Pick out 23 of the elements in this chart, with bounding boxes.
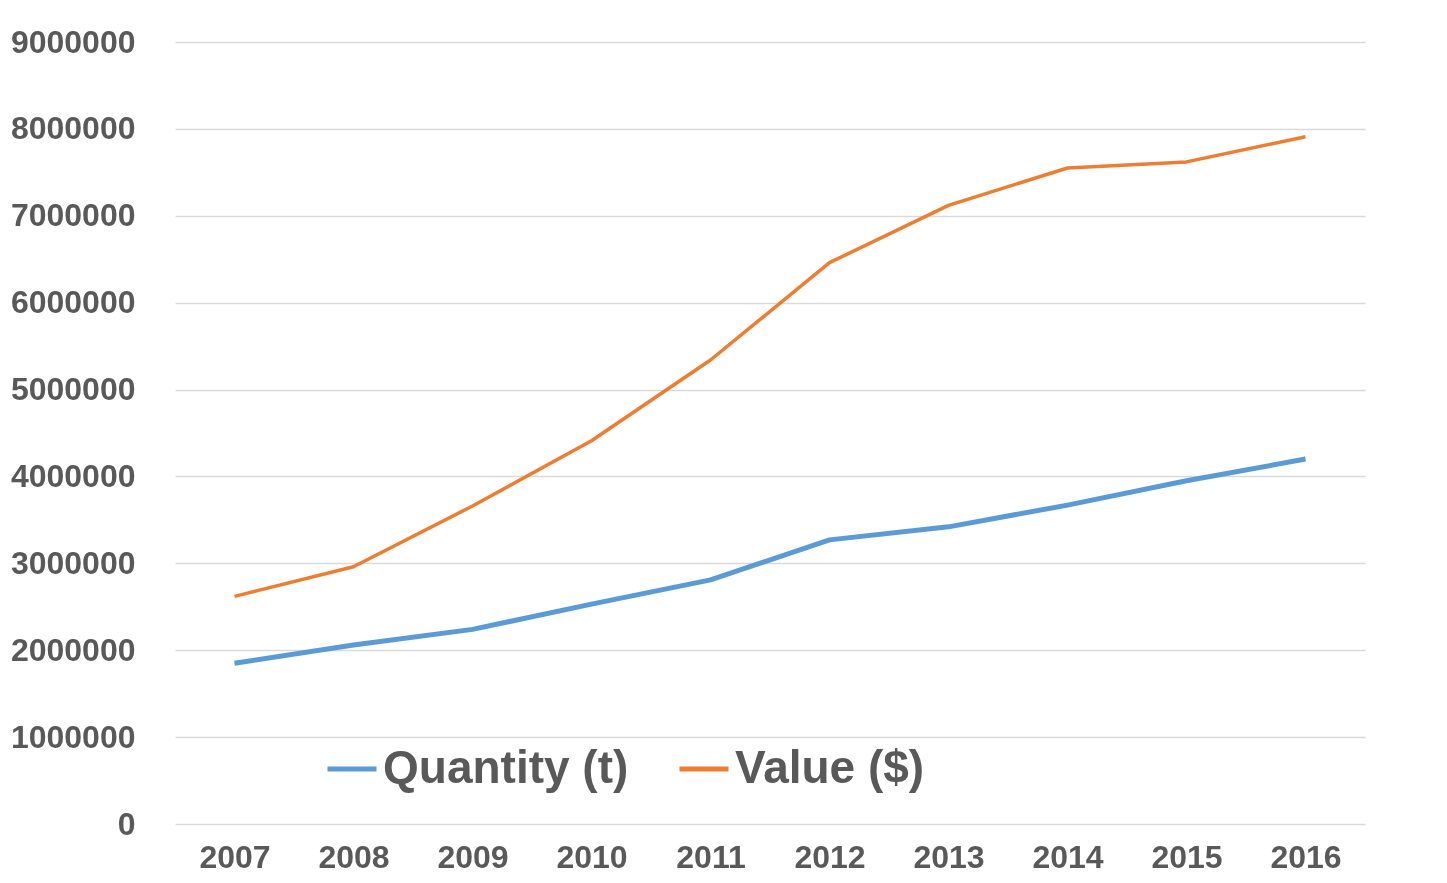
legend-label: Value ($) xyxy=(735,741,925,793)
x-tick-label: 2014 xyxy=(1032,838,1104,875)
x-tick-label: 2007 xyxy=(199,838,271,875)
y-tick-label: 4000000 xyxy=(10,457,136,494)
x-tick-label: 2009 xyxy=(437,838,509,875)
y-tick-label: 5000000 xyxy=(10,371,136,408)
x-tick-label: 2015 xyxy=(1151,838,1223,875)
legend-label: Quantity (t) xyxy=(383,741,629,793)
y-tick-label: 6000000 xyxy=(10,284,136,321)
x-tick-label: 2010 xyxy=(556,838,628,875)
y-tick-label: 7000000 xyxy=(10,197,136,234)
x-tick-label: 2008 xyxy=(318,838,390,875)
y-tick-label: 0 xyxy=(117,805,136,842)
x-tick-label: 2012 xyxy=(794,838,866,875)
y-tick-label: 2000000 xyxy=(10,631,136,668)
x-tick-label: 2011 xyxy=(676,838,746,875)
y-tick-label: 8000000 xyxy=(10,110,136,147)
line-series xyxy=(232,134,1308,599)
y-tick-label: 9000000 xyxy=(10,23,136,60)
y-tick-label: 3000000 xyxy=(10,544,136,581)
x-tick-label: 2016 xyxy=(1270,838,1342,875)
x-tick-label: 2013 xyxy=(913,838,985,875)
y-tick-label: 1000000 xyxy=(10,718,136,755)
